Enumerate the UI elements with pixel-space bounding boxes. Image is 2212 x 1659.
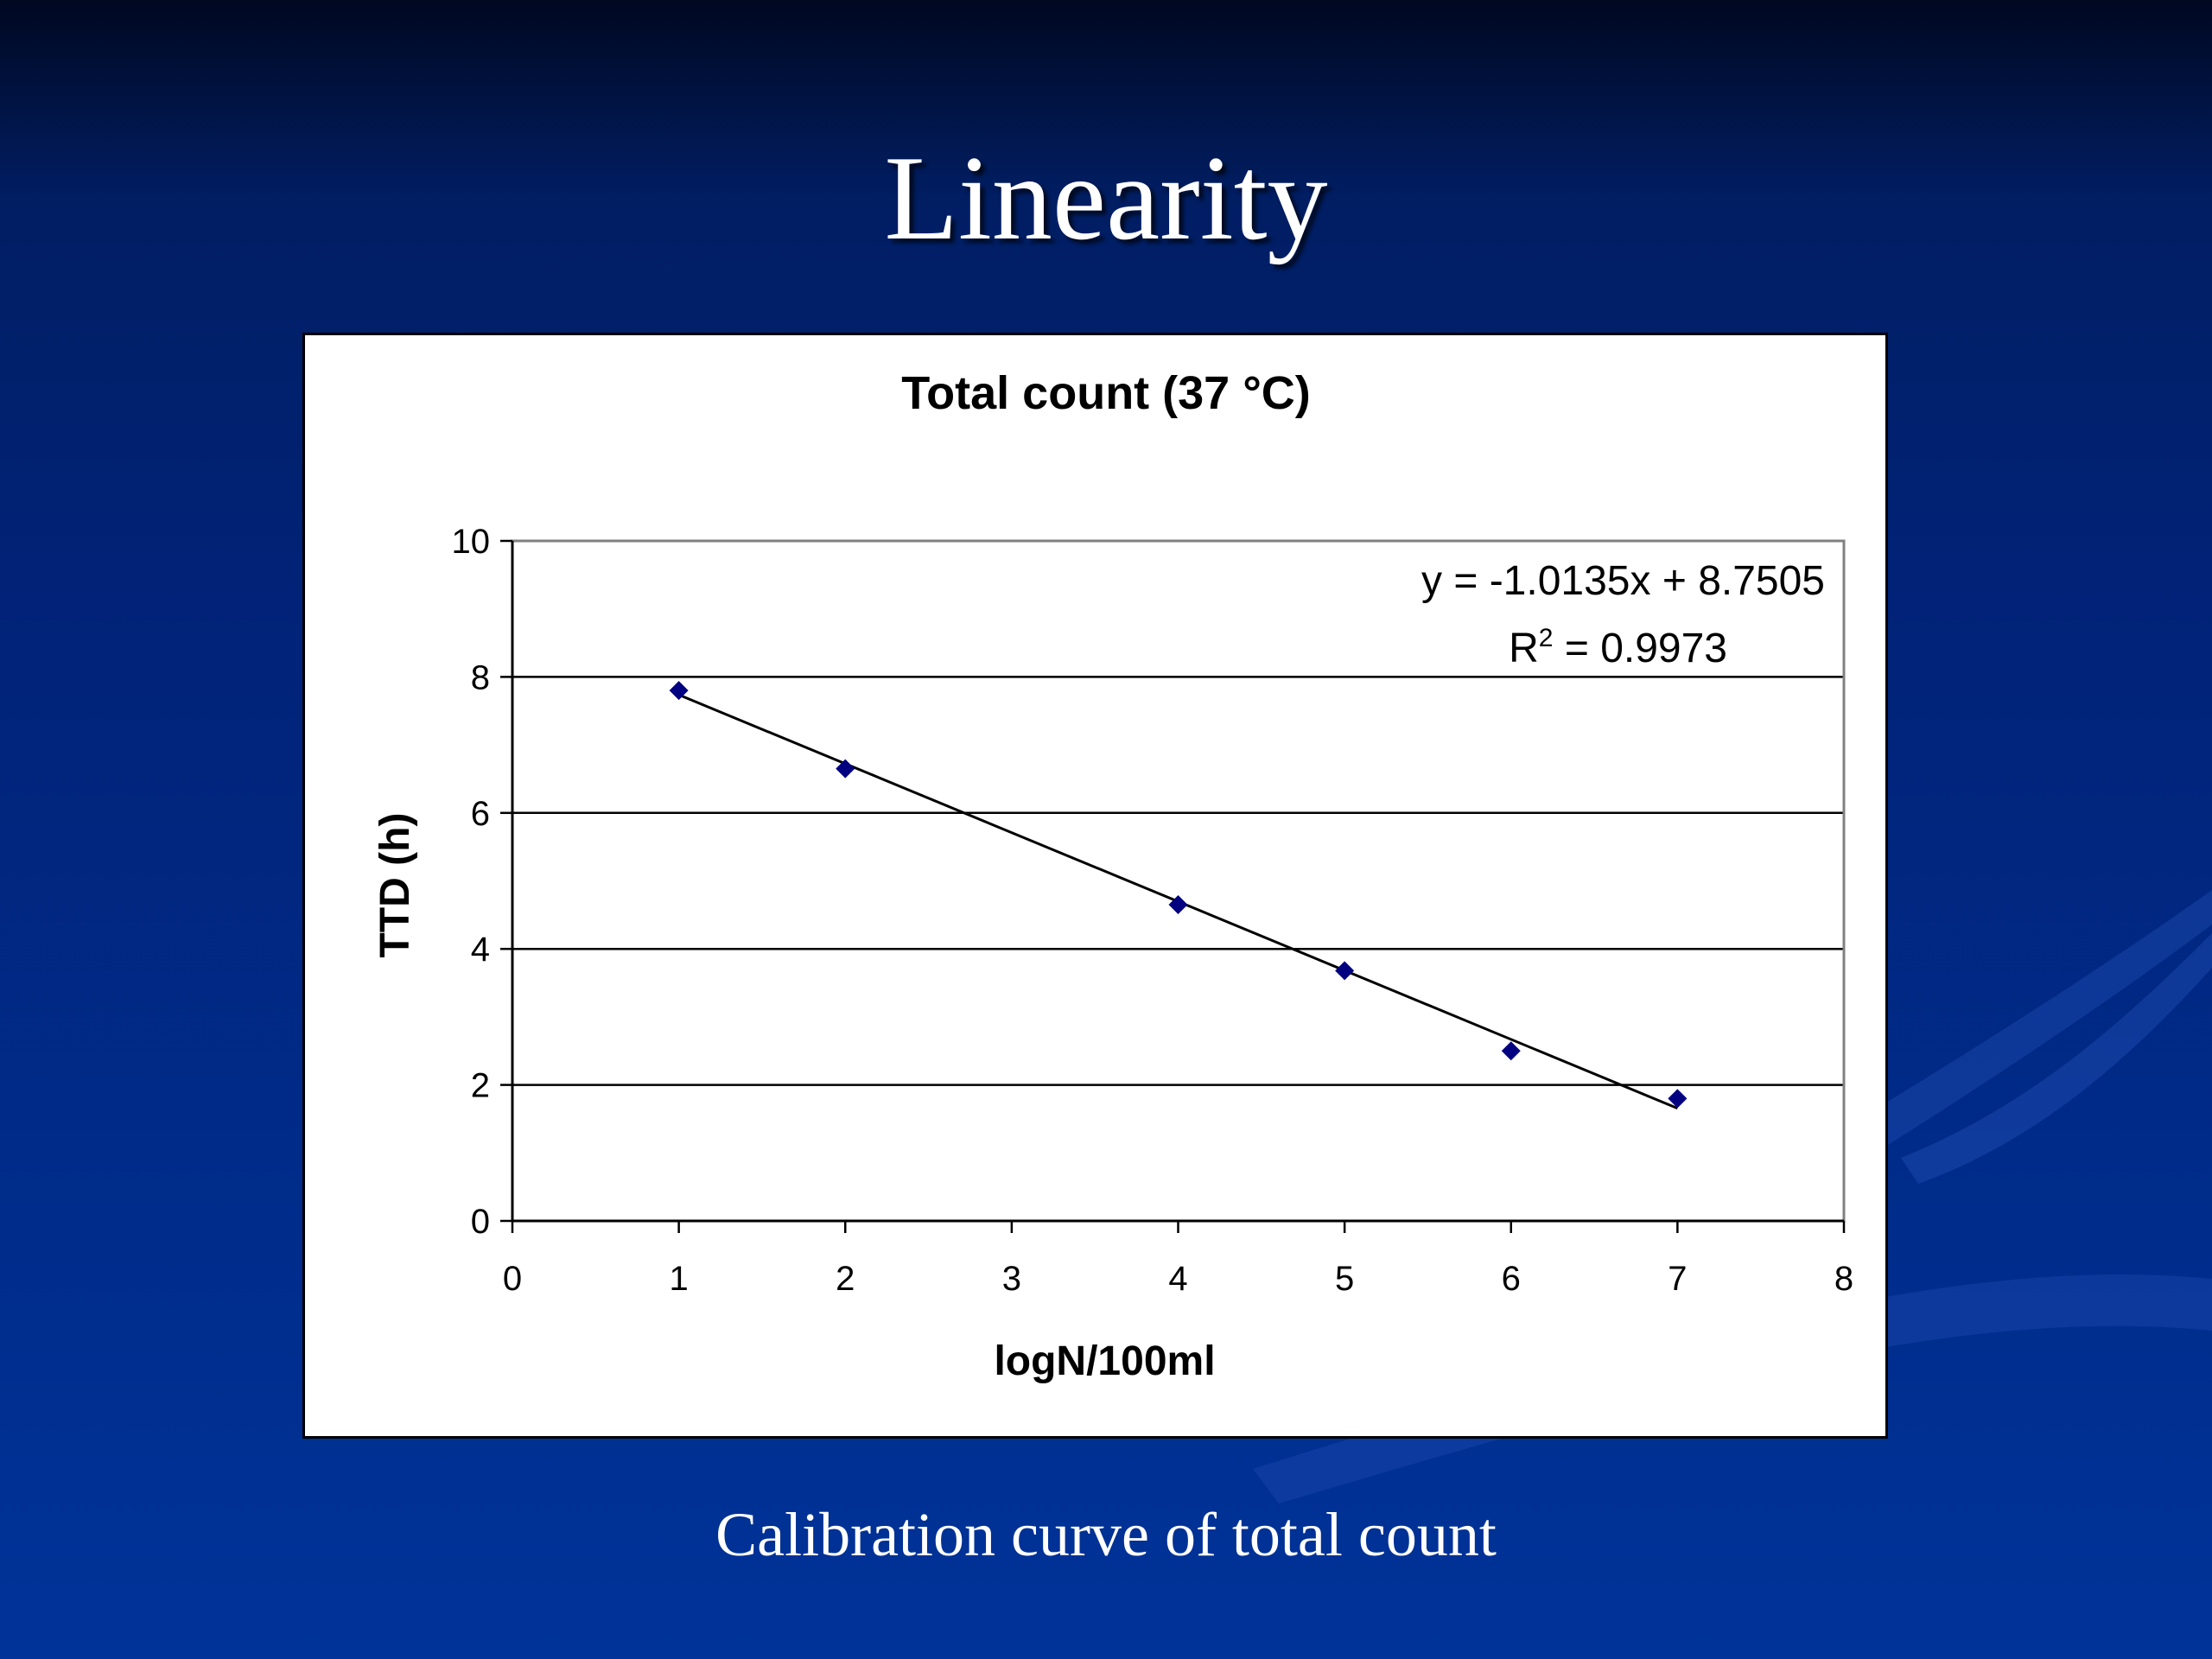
x-tick-label-6: 6: [1502, 1260, 1521, 1298]
x-tick-label-2: 2: [836, 1260, 855, 1298]
data-points: [669, 681, 1688, 1109]
data-point-3: [1168, 895, 1188, 915]
y-tick-label-10: 10: [452, 523, 491, 561]
x-tick-label-0: 0: [503, 1260, 522, 1298]
slide-caption: Calibration curve of total count: [715, 1500, 1497, 1569]
x-tick-label-4: 4: [1168, 1260, 1187, 1298]
x-tick-label-3: 3: [1002, 1260, 1021, 1298]
trendline-equation: y = -1.0135x + 8.7505: [1421, 558, 1825, 604]
r-squared-superscript: 2: [1539, 624, 1554, 652]
data-point-5: [1501, 1041, 1521, 1061]
y-tick-label-4: 4: [471, 931, 490, 969]
y-tick-label-6: 6: [471, 795, 490, 833]
chart-title: Total count (37 °C): [901, 367, 1311, 419]
r-squared-label: R2 = 0.9973: [1509, 624, 1727, 671]
y-tick-label-2: 2: [471, 1067, 490, 1105]
data-point-6: [1668, 1089, 1688, 1109]
r-squared-value: = 0.9973: [1553, 626, 1727, 671]
r-squared-prefix: R: [1509, 626, 1539, 671]
x-tick-label-7: 7: [1668, 1260, 1687, 1298]
chart-panel: Total count (37 °C) 0 2 4 6 8 10 0 1 2 3 4 5 6 7 8 y =…: [302, 333, 1888, 1439]
grid-layer: [512, 676, 1844, 1086]
slide-title: Linearity: [884, 131, 1328, 265]
tick-labels: 0 2 4 6 8 10 0 1 2 3 4 5 6 7 8: [452, 523, 1854, 1298]
y-tick-label-0: 0: [471, 1203, 490, 1241]
x-tick-label-5: 5: [1335, 1260, 1354, 1298]
x-tick-label-8: 8: [1834, 1260, 1853, 1298]
y-axis-label: TTD (h): [372, 813, 418, 958]
x-axis-label: logN/100ml: [994, 1338, 1215, 1384]
data-point-4: [1335, 961, 1355, 981]
data-point-2: [836, 759, 855, 779]
y-tick-label-8: 8: [471, 658, 490, 696]
x-tick-label-1: 1: [670, 1260, 689, 1298]
data-point-1: [669, 681, 689, 701]
axes-layer: [500, 539, 1846, 1233]
scatter-chart: Total count (37 °C) 0 2 4 6 8 10 0 1 2 3 4 5 6 7 8 y =…: [372, 367, 1854, 1384]
